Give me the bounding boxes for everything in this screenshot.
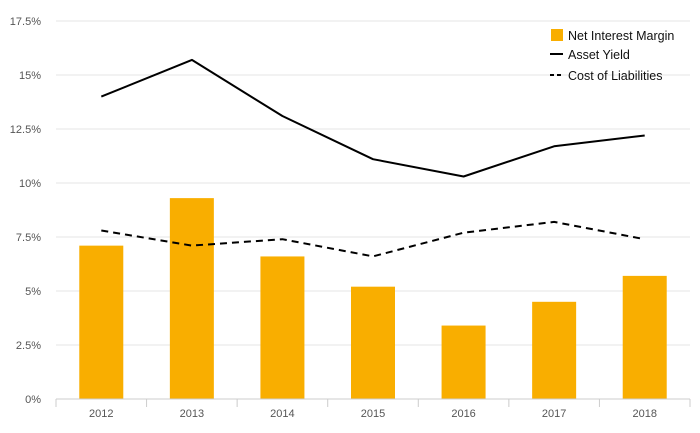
- bar-series-net-interest-margin: [79, 198, 667, 399]
- legend-label-asset-yield[interactable]: Asset Yield: [568, 48, 630, 62]
- x-axis: 2012 2013 2014 2015 2016 2017 2018: [55, 398, 691, 420]
- bar-2012[interactable]: [79, 245, 124, 399]
- legend: Net Interest Margin Asset Yield Cost of …: [550, 29, 674, 83]
- y-tick-label: 0%: [25, 394, 41, 406]
- gridlines: [56, 20, 690, 346]
- x-tick-label: 2017: [542, 408, 566, 420]
- bar-2016[interactable]: [441, 325, 486, 399]
- y-axis-ticks: 0% 2.5% 5% 7.5% 10% 12.5% 15% 17.5%: [10, 16, 41, 406]
- bar-2014[interactable]: [260, 256, 305, 399]
- y-tick-label: 17.5%: [10, 16, 41, 28]
- y-tick-label: 7.5%: [16, 232, 41, 244]
- x-tick-label: 2018: [632, 408, 656, 420]
- line-cost-of-liabilities[interactable]: [101, 220, 645, 258]
- y-tick-label: 5%: [25, 286, 41, 298]
- line-series: [100, 58, 645, 258]
- x-tick-label: 2015: [361, 408, 385, 420]
- legend-label-cost-of-liabilities[interactable]: Cost of Liabilities: [568, 69, 663, 83]
- x-tick-label: 2013: [180, 408, 204, 420]
- y-tick-label: 2.5%: [16, 340, 41, 352]
- y-tick-label: 12.5%: [10, 124, 41, 136]
- bar-2015[interactable]: [351, 286, 395, 399]
- x-tick-label: 2016: [451, 408, 475, 420]
- y-tick-label: 10%: [19, 178, 41, 190]
- bar-2017[interactable]: [532, 301, 577, 399]
- x-tick-label: 2014: [270, 408, 294, 420]
- legend-label-net-interest-margin[interactable]: Net Interest Margin: [568, 29, 674, 43]
- bar-2018[interactable]: [622, 275, 667, 399]
- line-asset-yield[interactable]: [100, 58, 645, 178]
- x-tick-label: 2012: [89, 408, 113, 420]
- legend-swatch-net-interest-margin: [551, 29, 563, 41]
- y-tick-label: 15%: [19, 70, 41, 82]
- bar-2013[interactable]: [169, 198, 214, 399]
